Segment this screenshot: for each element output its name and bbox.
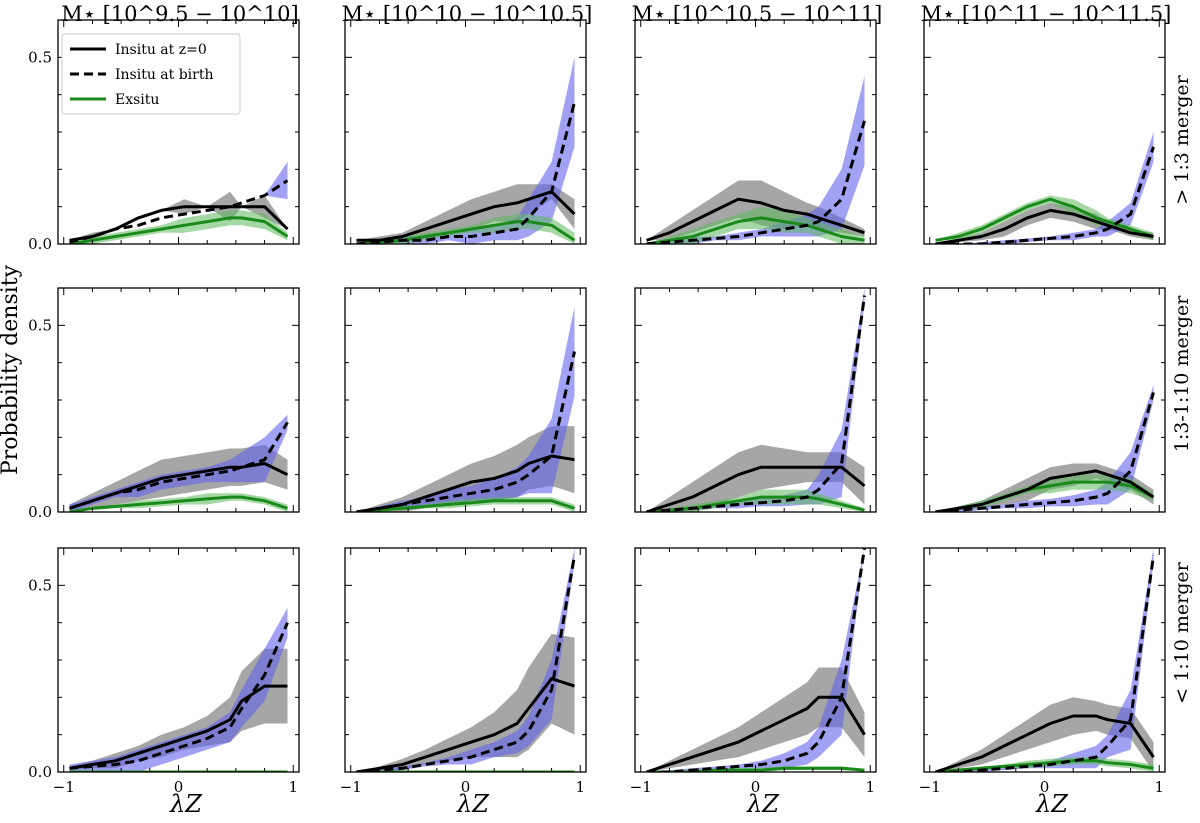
panel-r1-c2	[634, 287, 877, 513]
line-insitu-birth	[356, 555, 576, 772]
line-exsitu	[356, 499, 575, 512]
panel-plot-area	[69, 161, 289, 244]
x-tick-label: 1	[575, 778, 585, 796]
line-insitu-birth	[69, 622, 289, 770]
band-insitu-z0	[646, 444, 865, 512]
panel-plot-area	[69, 607, 289, 772]
legend-label-insitu-birth: Insitu at birth	[115, 67, 214, 83]
band-insitu-z0	[356, 184, 575, 244]
panel-r0-c0: 0.0 0.5	[28, 19, 300, 253]
line-insitu-birth	[935, 146, 1155, 244]
panel-r2-c1: −1 0 1	[340, 547, 587, 796]
line-exsitu	[356, 220, 576, 244]
panel-r1-c3	[923, 287, 1166, 513]
line-exsitu	[935, 759, 1154, 772]
x-axis-label-2: λZ	[746, 790, 780, 818]
line-insitu-z0	[356, 190, 576, 242]
line-insitu-birth	[935, 555, 1155, 772]
line-insitu-z0	[935, 469, 1155, 512]
panel-plot-area	[356, 306, 576, 512]
legend-label-exsitu: Exsitu	[115, 92, 159, 108]
row-label-1: 1:3-1:10 merger	[1171, 295, 1193, 452]
y-tick-label: 0.0	[28, 763, 52, 781]
x-tick-label: 0	[174, 778, 184, 796]
line-insitu-z0	[356, 454, 575, 512]
x-axis-label-1: λZ	[456, 790, 490, 818]
panel-r0-c3	[923, 19, 1166, 245]
panel-plot-area	[935, 385, 1155, 512]
band-insitu-z0	[646, 667, 865, 772]
line-insitu-birth	[646, 120, 866, 244]
x-tick-label: −1	[919, 778, 941, 796]
column-title-3: M⋆ [10^11 − 10^11.5]	[921, 2, 1172, 26]
legend: Insitu at z=0 Insitu at birth Exsitu	[61, 33, 241, 115]
panel-r2-c0: 0.0 0.5 −1 0 1	[28, 547, 300, 796]
column-title-1: M⋆ [10^10 − 10^10.5]	[342, 2, 593, 26]
line-insitu-birth	[356, 101, 576, 244]
line-insitu-z0	[646, 197, 865, 242]
y-tick-label: 0.5	[28, 316, 52, 334]
panel-r2-c2: −1 0 1	[630, 547, 877, 796]
band-insitu-z0	[69, 191, 288, 241]
line-insitu-z0	[69, 205, 289, 242]
panel-plot-area	[935, 548, 1155, 772]
y-tick-label: 0.0	[28, 235, 52, 253]
legend-label-insitu-z0: Insitu at z=0	[115, 42, 207, 58]
panel-plot-area	[356, 548, 576, 772]
column-title-0: M⋆ [10^9.5 − 10^10]	[61, 2, 298, 26]
panel-plot-area	[356, 57, 576, 244]
line-insitu-z0	[646, 465, 866, 512]
row-label-2: < 1:10 merger	[1171, 561, 1193, 703]
line-insitu-birth	[69, 421, 289, 510]
line-exsitu	[646, 495, 865, 512]
x-axis-label-0: λZ	[169, 790, 203, 818]
legend-box	[61, 33, 241, 115]
line-exsitu	[646, 216, 865, 244]
x-tick-label: −1	[340, 778, 362, 796]
x-tick-label: −1	[630, 778, 652, 796]
panel-r2-c3: −1 0 1	[919, 547, 1166, 796]
x-tick-label: 0	[1040, 778, 1050, 796]
row-label-0: > 1:3 merger	[1171, 74, 1193, 204]
line-exsitu	[69, 495, 288, 512]
panel-r1-c1	[344, 287, 587, 513]
panel-r0-c1	[344, 19, 587, 245]
x-tick-label: 1	[865, 778, 875, 796]
panel-r1-c0: 0.0 0.5	[28, 287, 300, 521]
x-tick-label: 0	[461, 778, 471, 796]
column-title-2: M⋆ [10^10.5 − 10^11]	[632, 2, 883, 26]
line-insitu-z0	[646, 695, 866, 772]
line-insitu-birth	[646, 548, 866, 772]
line-insitu-birth	[646, 295, 866, 512]
band-insitu-birth	[69, 607, 288, 772]
x-tick-label: −1	[53, 778, 75, 796]
y-tick-label: 0.5	[28, 48, 52, 66]
line-insitu-z0	[356, 677, 575, 772]
panel-grid: 0.0 0.5 0.0 0.5 0.0 0.5 −1 0 1 −1 0 1 −1 0 1 −1 0 1	[28, 19, 1166, 796]
line-insitu-birth	[935, 392, 1155, 512]
x-tick-label: 0	[751, 778, 761, 796]
band-insitu-birth	[69, 414, 288, 512]
y-tick-label: 0.0	[28, 503, 52, 521]
x-axis-label-3: λZ	[1035, 790, 1069, 818]
x-tick-label: 1	[1154, 778, 1164, 796]
panel-plot-area	[646, 76, 866, 244]
x-tick-label: 1	[288, 778, 298, 796]
y-tick-label: 0.5	[28, 576, 52, 594]
panel-r0-c2	[634, 19, 877, 245]
panel-plot-area	[646, 548, 866, 772]
panel-plot-area	[935, 132, 1155, 244]
line-insitu-z0	[935, 208, 1154, 244]
line-insitu-z0	[935, 714, 1155, 772]
panel-plot-area	[69, 414, 289, 512]
line-exsitu	[646, 766, 865, 772]
panel-plot-area	[646, 288, 866, 512]
line-insitu-birth	[356, 351, 576, 512]
line-insitu-birth	[69, 179, 289, 244]
line-exsitu	[69, 216, 289, 244]
y-axis-label: Probability density	[0, 264, 23, 475]
